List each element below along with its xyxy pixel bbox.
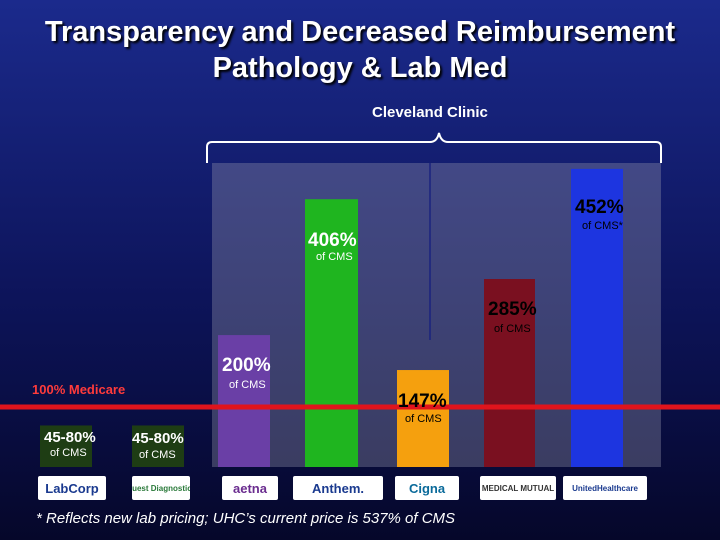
sub-label-4: of CMS	[405, 413, 442, 425]
sub-label-5: of CMS	[494, 323, 531, 335]
footnote: * Reflects new lab pricing; UHC’s curren…	[36, 510, 456, 527]
bar-aetna	[218, 335, 270, 467]
bar-unitedhealthcare	[571, 168, 623, 467]
logo-unitedhealthcare: UnitedHealthcare	[563, 476, 647, 500]
cleveland-clinic-label: Cleveland Clinic	[372, 104, 488, 121]
value-label-5: 285%	[488, 299, 537, 320]
bar-cigna	[397, 370, 449, 467]
cleveland-clinic-bracket	[206, 132, 662, 163]
value-label-4: 147%	[398, 391, 447, 412]
value-label-2: 200%	[222, 355, 271, 376]
logo-labcorp: LabCorp	[38, 476, 106, 500]
title-line-1: Transparency and Decreased Reimbursement	[44, 16, 676, 48]
sub-label-3: of CMS	[316, 251, 353, 263]
logo-aetna: aetna	[222, 476, 278, 500]
value-label-3: 406%	[308, 230, 357, 251]
sub-label-2: of CMS	[229, 379, 266, 391]
bar-quest-diagnostics	[132, 425, 184, 467]
value-label-1: 45-80%	[132, 430, 184, 447]
logo-quest-diagnostics: Quest Diagnostics	[132, 476, 190, 500]
title-line-2: Pathology & Lab Med	[212, 52, 508, 84]
logo-cigna: Cigna	[395, 476, 459, 500]
value-label-0: 45-80%	[44, 429, 96, 446]
bar-medical-mutual	[484, 279, 535, 467]
slide-title: Transparency and Decreased Reimbursement…	[0, 14, 720, 86]
bar-anthem	[305, 199, 358, 467]
sub-label-6: of CMS*	[582, 220, 624, 232]
value-label-6: 452%	[575, 197, 624, 218]
sub-label-0: of CMS	[50, 447, 87, 459]
sub-label-1: of CMS	[139, 449, 176, 461]
logo-anthem: Anthem.	[293, 476, 383, 500]
logo-medical-mutual: MEDICAL MUTUAL	[480, 476, 556, 500]
bar-labcorp	[40, 425, 92, 467]
reference-line-label: 100% Medicare	[32, 382, 126, 397]
